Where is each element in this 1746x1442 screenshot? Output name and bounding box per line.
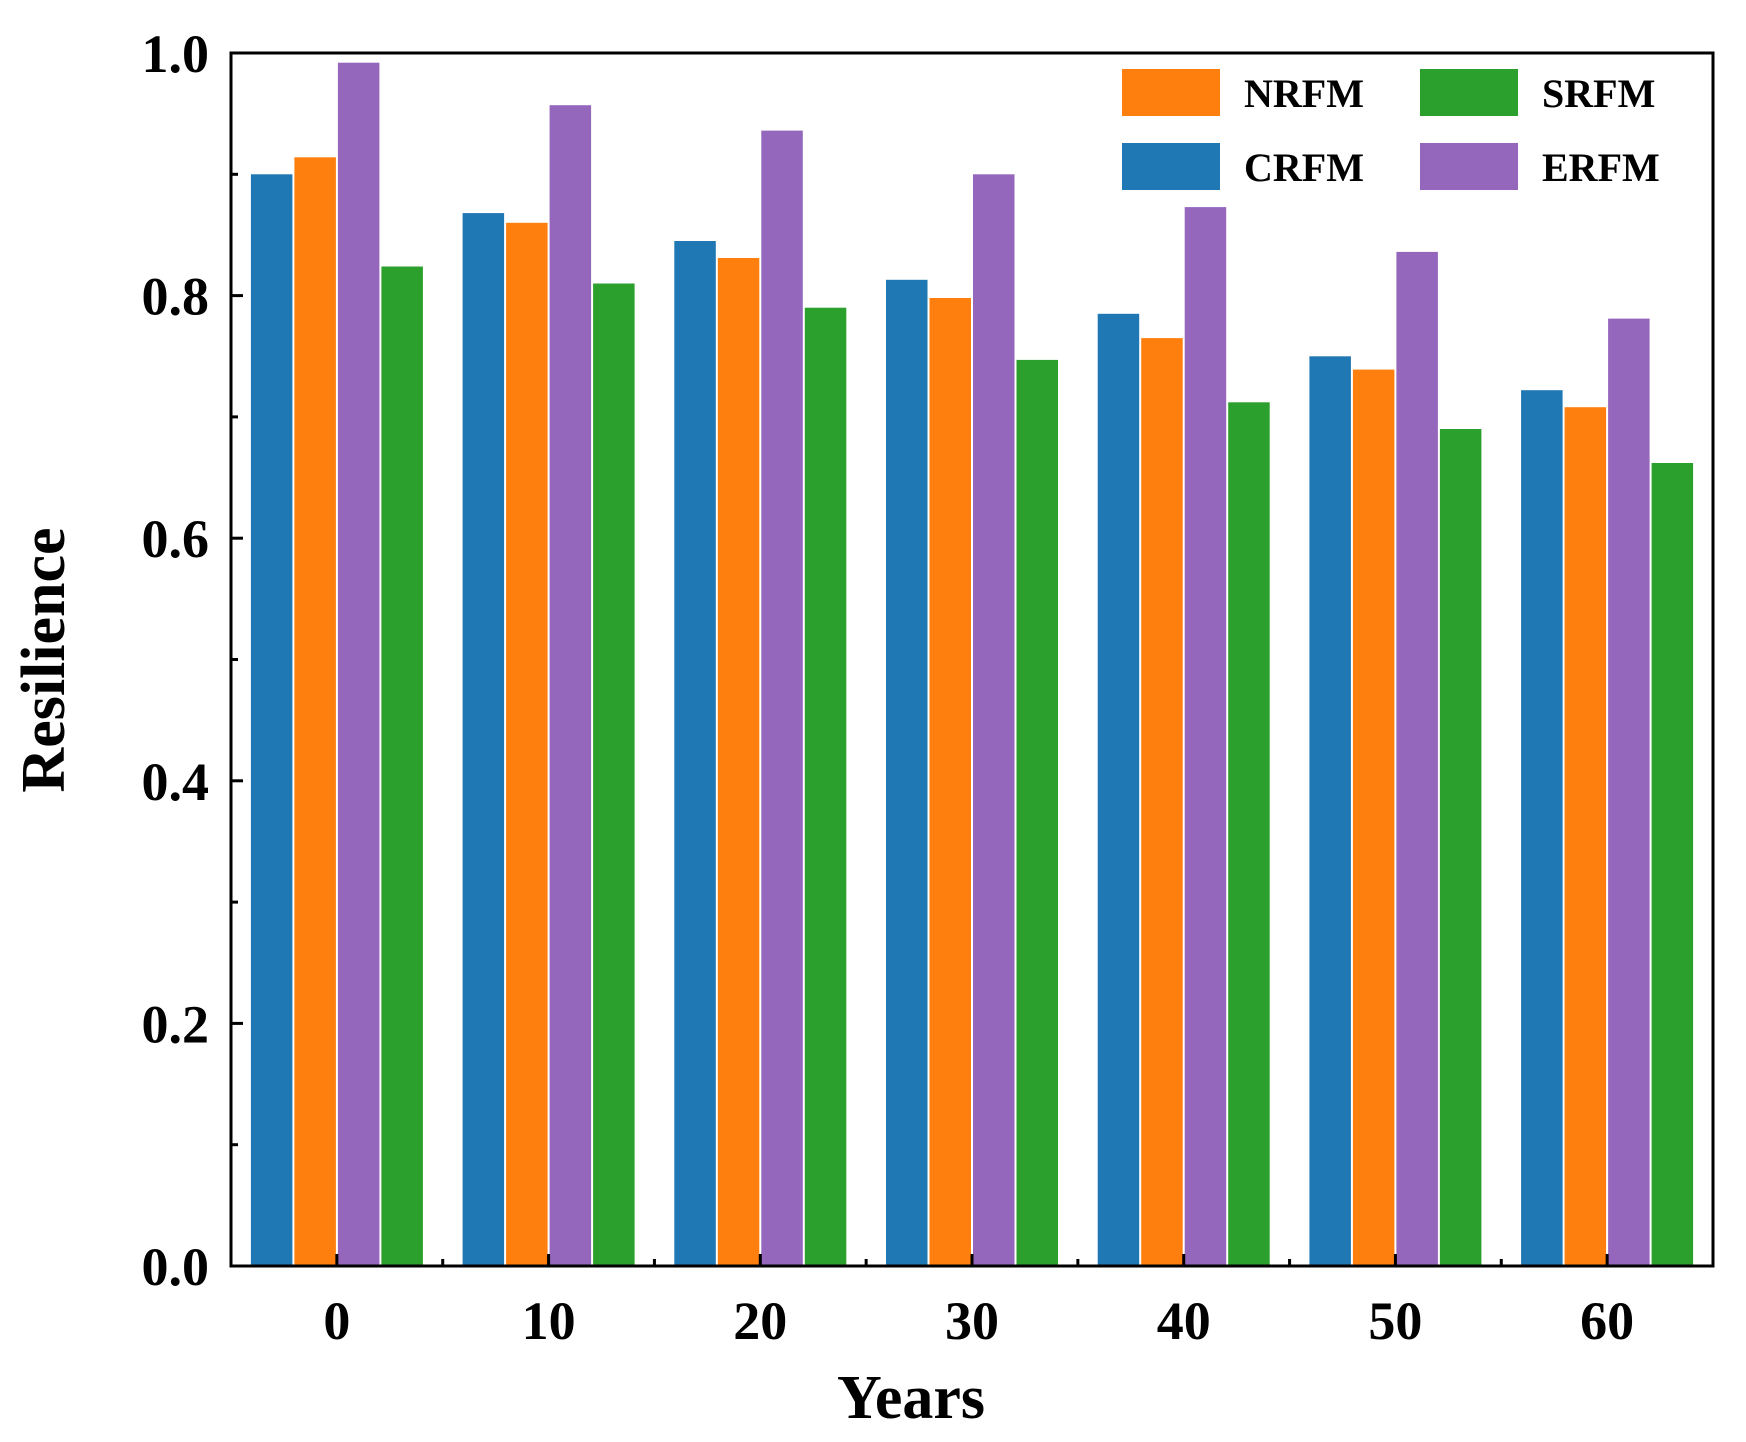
bar-srfm-10 — [593, 283, 635, 1266]
x-axis-title: Years — [837, 1364, 985, 1432]
bar-srfm-30 — [1016, 359, 1058, 1266]
bars-layer — [250, 62, 1694, 1267]
x-tick-label: 0 — [323, 1291, 350, 1351]
bar-srfm-0 — [381, 266, 423, 1266]
bar-crfm-30 — [886, 279, 928, 1266]
plot-area-frame — [229, 51, 1715, 1268]
y-tick-label: 0.4 — [142, 752, 210, 812]
bar-erfm-50 — [1396, 251, 1438, 1266]
bar-nrfm-0 — [294, 157, 336, 1266]
bar-crfm-20 — [674, 241, 716, 1266]
y-tick-label: 0.2 — [142, 994, 210, 1054]
bar-crfm-10 — [462, 213, 505, 1267]
bar-srfm-40 — [1228, 402, 1270, 1266]
legend-swatch-srfm — [1420, 69, 1518, 116]
bar-erfm-10 — [549, 105, 592, 1267]
y-axis-title: Resilience — [10, 527, 78, 792]
x-tick-label: 20 — [733, 1291, 787, 1351]
bar-nrfm-10 — [506, 222, 548, 1266]
x-tick-label: 30 — [945, 1291, 999, 1351]
bar-nrfm-30 — [929, 298, 971, 1266]
legend-label-srfm: SRFM — [1542, 71, 1655, 116]
x-tick-label: 10 — [522, 1291, 576, 1351]
bar-erfm-0 — [337, 62, 380, 1267]
x-tick-label: 50 — [1368, 1291, 1422, 1351]
y-tick-label: 0.6 — [142, 509, 210, 569]
bar-srfm-50 — [1439, 429, 1482, 1266]
bar-crfm-40 — [1097, 313, 1140, 1266]
legend-label-erfm: ERFM — [1542, 145, 1660, 190]
legend-swatch-crfm — [1122, 143, 1220, 190]
bar-crfm-0 — [250, 174, 293, 1266]
bar-crfm-50 — [1309, 356, 1351, 1267]
bar-erfm-30 — [973, 174, 1015, 1266]
legend-swatch-erfm — [1420, 143, 1518, 190]
x-tick-label: 60 — [1580, 1291, 1634, 1351]
bar-erfm-60 — [1608, 318, 1650, 1267]
x-tick-label: 40 — [1157, 1291, 1211, 1351]
bar-erfm-20 — [761, 130, 803, 1267]
legend: NRFM SRFM CRFM ERFM — [1122, 69, 1660, 190]
bar-srfm-20 — [804, 307, 847, 1266]
bar-nrfm-50 — [1352, 369, 1395, 1267]
bar-nrfm-40 — [1141, 338, 1183, 1267]
bar-crfm-60 — [1521, 390, 1563, 1266]
bar-erfm-40 — [1184, 207, 1227, 1267]
bar-nrfm-60 — [1564, 407, 1607, 1266]
y-tick-label: 0.0 — [142, 1237, 210, 1297]
legend-swatch-nrfm — [1122, 69, 1220, 116]
legend-label-nrfm: NRFM — [1244, 71, 1364, 116]
ticks-layer: 0.0 0.2 0.4 0.6 0.8 1.0 0 10 20 30 40 50 60 — [142, 24, 1635, 1351]
bar-srfm-60 — [1651, 463, 1694, 1266]
y-tick-label: 1.0 — [142, 24, 210, 84]
bar-nrfm-20 — [717, 258, 760, 1266]
legend-label-crfm: CRFM — [1244, 145, 1364, 190]
y-tick-label: 0.8 — [142, 267, 210, 327]
